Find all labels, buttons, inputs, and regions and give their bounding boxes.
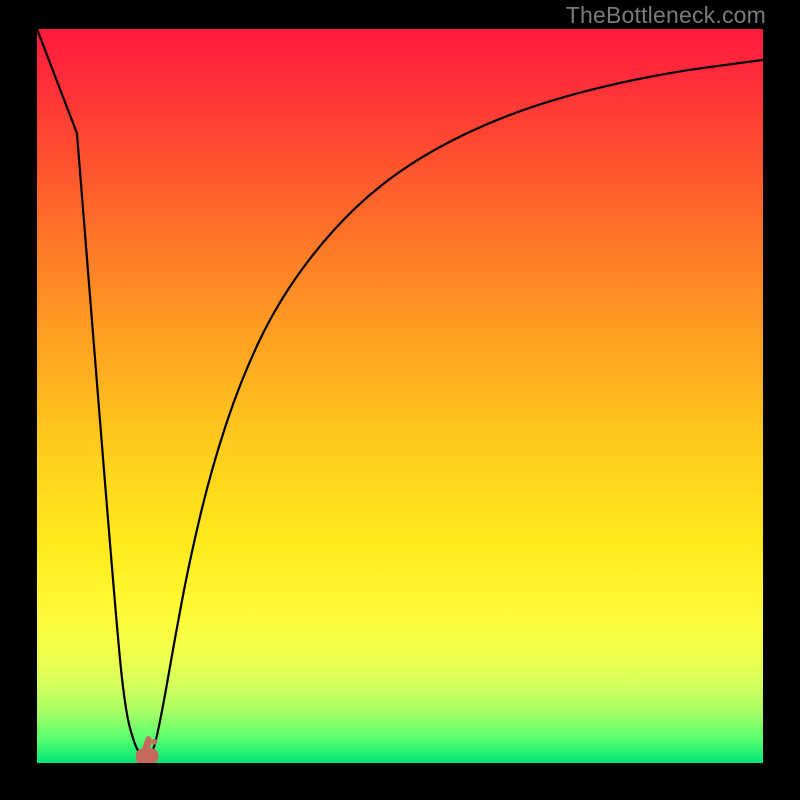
chart-overlay bbox=[37, 29, 763, 763]
bottleneck-curve bbox=[37, 29, 763, 760]
watermark-text: TheBottleneck.com bbox=[566, 2, 766, 29]
chart-panel bbox=[37, 29, 763, 763]
thumb-up-icon bbox=[136, 736, 159, 763]
stage: TheBottleneck.com bbox=[0, 0, 800, 800]
